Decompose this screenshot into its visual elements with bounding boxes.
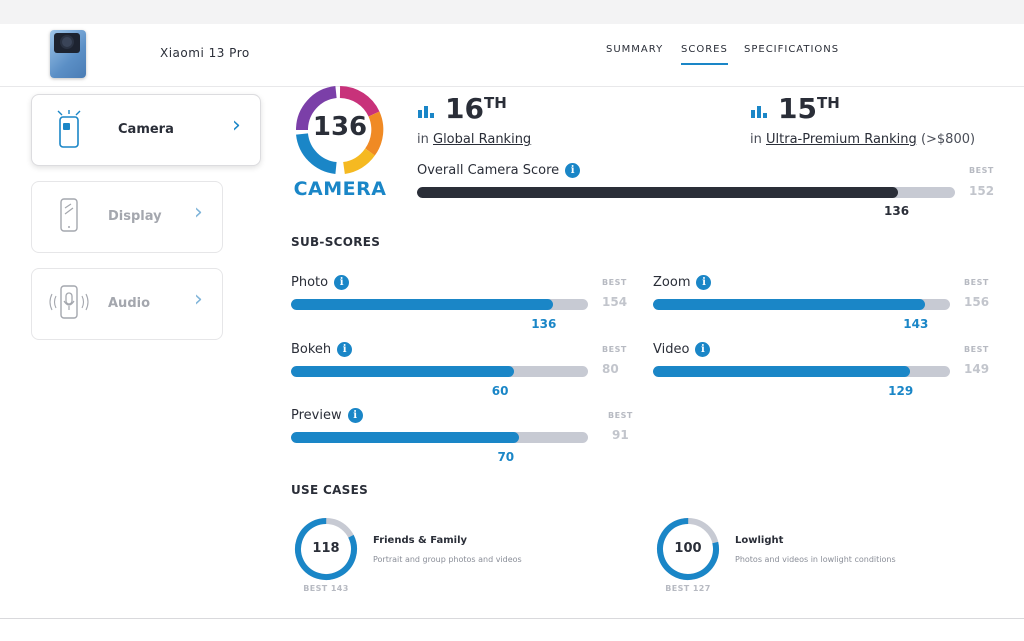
global-ranking-link[interactable]: Global Ranking <box>433 132 532 147</box>
sub-score-name: Video <box>653 342 690 357</box>
use-case-title: Lowlight <box>735 535 784 546</box>
info-icon[interactable]: i <box>347 408 363 423</box>
use-case-description: Portrait and group photos and videos <box>373 555 522 564</box>
overall-score-fill <box>417 187 899 198</box>
sub-score-bar <box>291 366 588 377</box>
best-label: BEST <box>969 166 994 175</box>
device-name: Xiaomi 13 Pro <box>160 46 250 60</box>
use-case-ring <box>657 518 719 580</box>
sub-score-best: 149 <box>964 362 990 376</box>
browser-top-bar <box>0 0 1024 25</box>
tab-scores[interactable]: SCORES <box>681 44 728 65</box>
sidebar-item-label: Camera <box>118 122 174 137</box>
sub-score-fill <box>291 299 554 310</box>
use-case-title: Friends & Family <box>373 535 468 546</box>
use-case-best: BEST 143 <box>303 584 349 593</box>
sub-score-best: 80 <box>602 362 619 376</box>
sub-score-label: Preview i <box>291 408 363 423</box>
sub-score-value: 60 <box>491 384 509 398</box>
badge-label: CAMERA <box>293 178 387 200</box>
header: Xiaomi 13 Pro SUMMARY SCORES SPECIFICATI… <box>0 24 1024 87</box>
overall-score-label: Overall Camera Score i <box>417 163 581 178</box>
sub-score-fill <box>291 432 520 443</box>
tab-summary[interactable]: SUMMARY <box>606 44 664 55</box>
chevron-right-icon: › <box>194 287 203 312</box>
sub-score-name: Preview <box>291 408 342 423</box>
sub-score-name: Zoom <box>653 275 691 290</box>
best-label: BEST <box>964 345 989 354</box>
sub-score-best: 156 <box>964 295 990 309</box>
badge-score: 136 <box>312 112 368 142</box>
badge-ring-icon <box>295 86 384 174</box>
sub-score-label: Zoom i <box>653 275 712 290</box>
sub-score-value: 70 <box>497 450 515 464</box>
sidebar-item-label: Display <box>108 209 162 224</box>
best-label: BEST <box>964 278 989 287</box>
sub-score-fill <box>653 299 926 310</box>
sub-score-fill <box>291 366 514 377</box>
sub-score-bar <box>653 366 950 377</box>
info-icon[interactable]: i <box>337 342 353 357</box>
sub-score-bar <box>291 432 588 443</box>
camera-phone-icon <box>57 110 81 148</box>
sub-scores-title: SUB-SCORES <box>291 235 381 249</box>
use-case-description: Photos and videos in lowlight conditions <box>735 555 896 564</box>
bar-chart-icon <box>418 106 434 118</box>
best-label: BEST <box>608 411 633 420</box>
sub-score-label: Video i <box>653 342 711 357</box>
use-cases-title: USE CASES <box>291 483 369 497</box>
microphone-phone-icon <box>49 285 89 319</box>
phone-display-icon <box>60 198 78 232</box>
best-label: BEST <box>602 345 627 354</box>
sub-score-bar <box>291 299 588 310</box>
bottom-divider <box>0 618 1024 619</box>
info-icon[interactable]: i <box>695 342 711 357</box>
sub-score-value: 143 <box>903 317 929 331</box>
sidebar-item-label: Audio <box>108 296 151 311</box>
segment-ranking-link[interactable]: Ultra-Premium Ranking <box>766 132 917 147</box>
info-icon[interactable]: i <box>565 163 581 178</box>
use-case-ring <box>295 518 357 580</box>
device-thumbnail[interactable] <box>50 30 86 78</box>
global-ranking-text: in Global Ranking <box>417 132 532 147</box>
camera-score-badge: 136 CAMERA <box>292 86 388 202</box>
sub-score-fill <box>653 366 911 377</box>
info-icon[interactable]: i <box>696 275 712 290</box>
bar-chart-icon <box>751 106 767 118</box>
sidebar-item-display[interactable]: Display › <box>31 181 223 253</box>
chevron-right-icon: › <box>232 113 241 138</box>
global-rank: 16TH <box>445 92 507 125</box>
best-label: BEST <box>602 278 627 287</box>
use-case-best: BEST 127 <box>665 584 711 593</box>
overall-score-value: 136 <box>884 204 910 218</box>
chevron-right-icon: › <box>194 200 203 225</box>
sub-score-best: 91 <box>612 428 629 442</box>
segment-ranking-text: in Ultra-Premium Ranking (>$800) <box>750 132 976 147</box>
use-case-score: 100 <box>674 541 702 556</box>
tab-specifications[interactable]: SPECIFICATIONS <box>744 44 840 55</box>
sub-score-name: Bokeh <box>291 342 332 357</box>
sub-score-name: Photo <box>291 275 329 290</box>
sub-score-best: 154 <box>602 295 628 309</box>
sidebar-item-camera[interactable]: Camera › <box>31 94 261 166</box>
sub-score-value: 136 <box>531 317 557 331</box>
sub-score-value: 129 <box>888 384 914 398</box>
sub-score-label: Photo i <box>291 275 350 290</box>
info-icon[interactable]: i <box>334 275 350 290</box>
segment-rank: 15TH <box>778 92 840 125</box>
overall-best-value: 152 <box>969 184 995 198</box>
sub-score-bar <box>653 299 950 310</box>
sub-score-label: Bokeh i <box>291 342 353 357</box>
use-case-score: 118 <box>312 541 340 556</box>
sidebar-item-audio[interactable]: Audio › <box>31 268 223 340</box>
overall-score-bar <box>417 187 955 198</box>
